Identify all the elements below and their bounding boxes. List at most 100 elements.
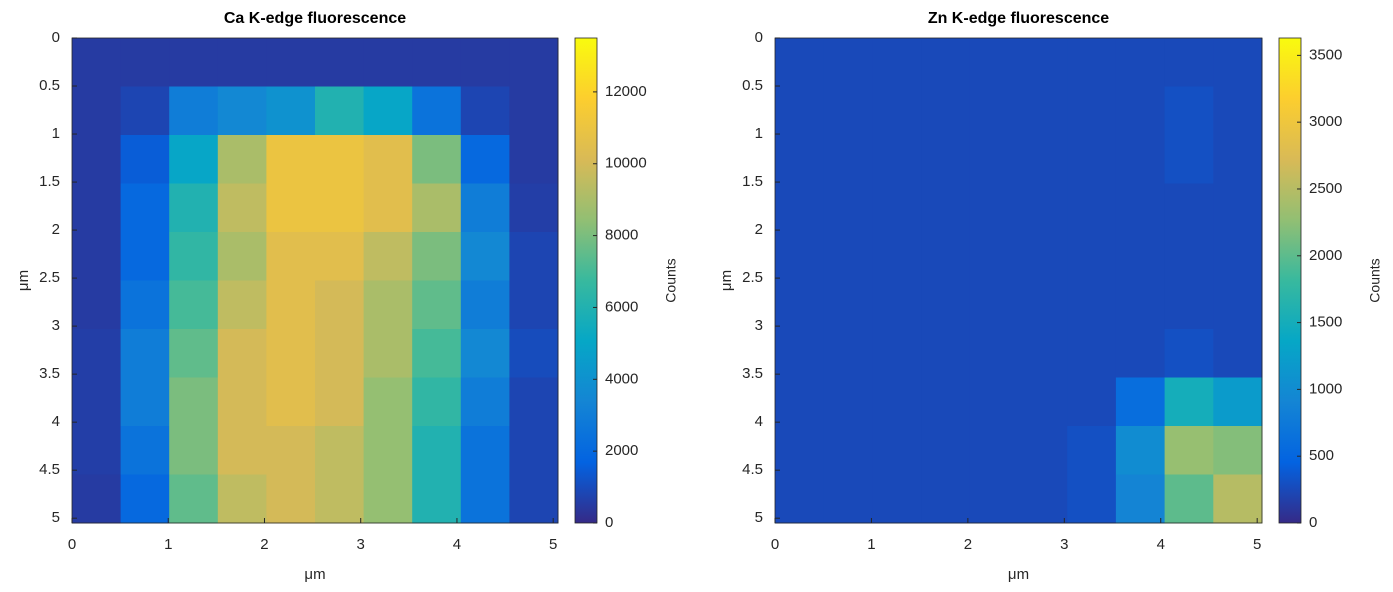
heat-cell	[969, 426, 1019, 475]
heat-cell	[1115, 232, 1166, 281]
colorbar-tick-label: 2000	[605, 442, 638, 459]
heat-cell	[266, 280, 316, 330]
heat-cell	[460, 183, 510, 233]
x-tick-label: 0	[771, 536, 779, 553]
heat-cell	[363, 474, 413, 524]
heat-cell	[1018, 377, 1068, 427]
heat-cell	[1213, 232, 1263, 281]
colorbar-tick-label: 4000	[605, 370, 638, 387]
heat-cell	[1018, 232, 1068, 281]
heat-cell	[120, 38, 170, 87]
heat-cell	[775, 329, 825, 378]
heat-cell	[1067, 280, 1117, 330]
heat-cell	[1018, 135, 1068, 184]
heat-cell	[412, 280, 462, 330]
y-tick-label: 0	[52, 29, 60, 46]
heat-cell	[460, 377, 510, 427]
heat-cell	[823, 280, 873, 330]
heat-cell	[969, 280, 1019, 330]
heat-cell	[823, 183, 873, 233]
heat-cell	[363, 426, 413, 475]
heat-cell	[460, 86, 510, 136]
y-tick-label: 3.5	[39, 365, 60, 382]
heat-cell	[1213, 377, 1263, 427]
heat-cell	[969, 135, 1019, 184]
heat-cell	[266, 474, 316, 524]
y-tick-label: 5	[52, 509, 60, 526]
heat-cell	[1115, 38, 1166, 87]
heat-cell	[1018, 474, 1068, 524]
heat-cell	[412, 377, 462, 427]
heat-cell	[72, 38, 122, 87]
heat-cell	[412, 135, 462, 184]
y-tick-label: 2.5	[39, 269, 60, 286]
heat-cell	[921, 474, 971, 524]
heat-cell	[823, 329, 873, 378]
heat-cell	[969, 183, 1019, 233]
heat-cell	[823, 232, 873, 281]
heat-cell	[72, 280, 122, 330]
heat-cell	[1164, 232, 1214, 281]
colorbar-tick-label: 10000	[605, 155, 647, 172]
y-tick-label: 4.5	[39, 461, 60, 478]
colorbar-tick-label: 3500	[1309, 46, 1342, 63]
y-tick-label: 3	[755, 317, 763, 334]
heat-cell	[921, 135, 971, 184]
heat-cell	[1018, 329, 1068, 378]
heat-cell	[412, 86, 462, 136]
heat-cell	[969, 86, 1019, 136]
heat-cell	[1213, 474, 1263, 524]
heat-cell	[120, 474, 170, 524]
heat-cell	[1067, 426, 1117, 475]
heat-cell	[315, 329, 365, 378]
heat-cell	[775, 135, 825, 184]
y-tick-label: 1	[755, 125, 763, 142]
heat-cell	[266, 135, 316, 184]
heat-cell	[120, 232, 170, 281]
heat-cell	[509, 38, 559, 87]
heat-cell	[72, 86, 122, 136]
heat-cell	[412, 183, 462, 233]
heat-cell	[1115, 377, 1166, 427]
heat-cell	[120, 135, 170, 184]
heat-cell	[217, 232, 267, 281]
colorbar-tick-label: 3000	[1309, 113, 1342, 130]
heat-cell	[1067, 183, 1117, 233]
heat-cell	[1213, 426, 1263, 475]
y-tick-label: 0.5	[39, 77, 60, 94]
heat-cell	[1067, 232, 1117, 281]
heat-cell	[315, 474, 365, 524]
y-tick-label: 1.5	[39, 173, 60, 190]
heat-cell	[363, 183, 413, 233]
heat-cell	[1018, 38, 1068, 87]
heat-cell	[120, 86, 170, 136]
heat-cell	[363, 135, 413, 184]
heat-cell	[775, 183, 825, 233]
heat-cell	[412, 38, 462, 87]
x-tick-label: 1	[164, 536, 172, 553]
heat-cell	[1213, 280, 1263, 330]
heat-cell	[1018, 280, 1068, 330]
heat-cell	[1164, 86, 1214, 136]
heat-cell	[363, 280, 413, 330]
heat-cell	[169, 426, 219, 475]
heat-cell	[72, 329, 122, 378]
heat-cell	[266, 426, 316, 475]
x-tick-label: 1	[867, 536, 875, 553]
heat-cell	[266, 86, 316, 136]
x-tick-label: 3	[357, 536, 365, 553]
heat-cell	[509, 280, 559, 330]
heat-cell	[1115, 329, 1166, 378]
heat-cell	[460, 135, 510, 184]
heat-cell	[266, 377, 316, 427]
heat-cell	[775, 377, 825, 427]
heat-cell	[921, 426, 971, 475]
heat-cell	[1213, 86, 1263, 136]
heat-cell	[823, 426, 873, 475]
heat-cell	[217, 329, 267, 378]
heat-cell	[169, 232, 219, 281]
heat-cell	[72, 377, 122, 427]
heat-cell	[315, 232, 365, 281]
heat-cell	[1213, 329, 1263, 378]
heat-cell	[169, 38, 219, 87]
